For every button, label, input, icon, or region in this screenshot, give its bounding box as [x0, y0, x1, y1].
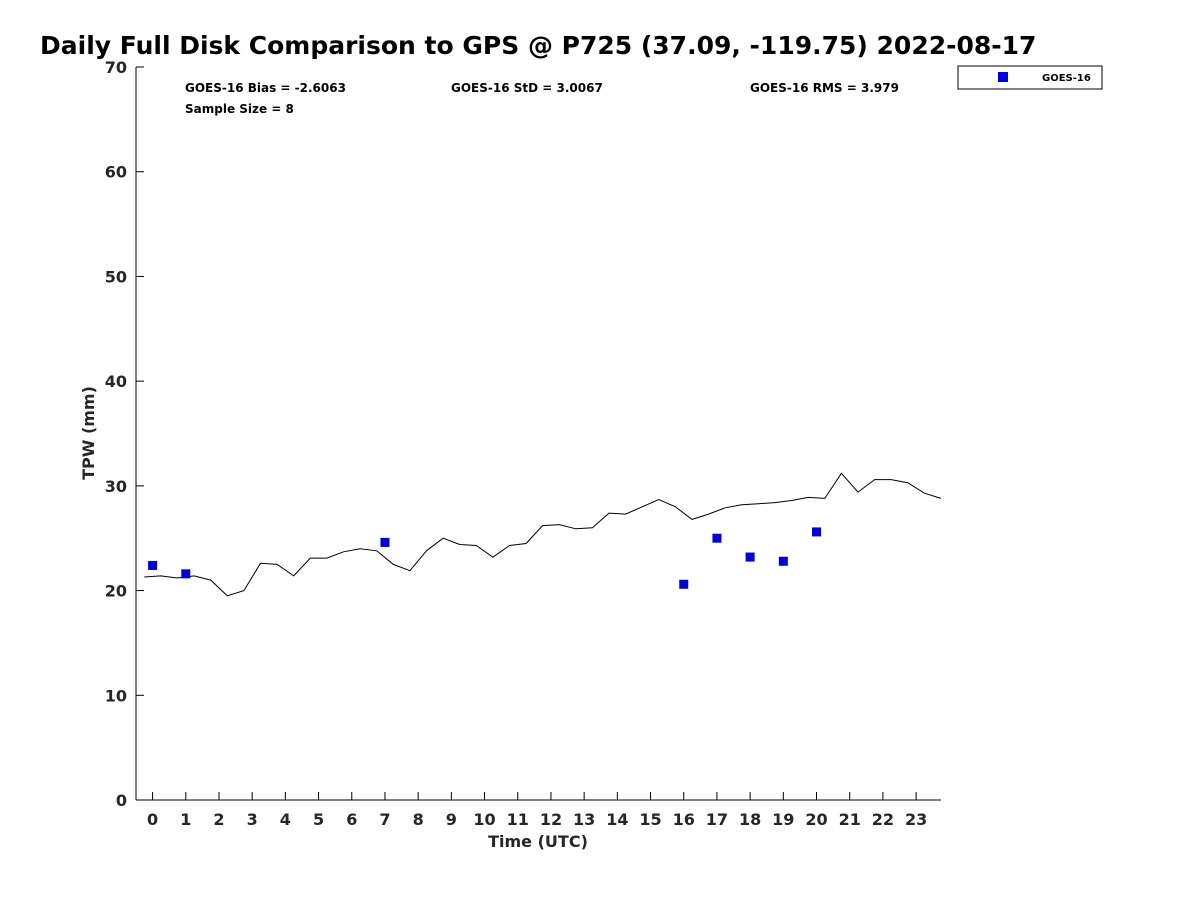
x-tick-label: 20 [805, 810, 827, 829]
x-axis-label: Time (UTC) [488, 832, 588, 851]
legend-marker [998, 72, 1008, 82]
y-tick-label: 50 [105, 267, 127, 286]
y-tick-label: 0 [116, 791, 127, 810]
legend-box [957, 65, 1103, 90]
gps-line [144, 472, 942, 597]
x-tick-label: 0 [147, 810, 158, 829]
x-tick-label: 10 [473, 810, 495, 829]
sample-size-stat: Sample Size = 8 [185, 102, 294, 116]
x-tick-label: 6 [346, 810, 357, 829]
x-tick-label: 18 [739, 810, 761, 829]
x-tick-label: 14 [606, 810, 628, 829]
goes16-point [778, 556, 788, 566]
x-tick-label: 4 [280, 810, 291, 829]
goes16-point [380, 537, 390, 547]
bias-stat: GOES-16 Bias = -2.6063 [185, 81, 346, 95]
x-tick-label: 22 [872, 810, 894, 829]
x-tick-label: 15 [639, 810, 661, 829]
x-tick-label: 13 [573, 810, 595, 829]
legend: GOES-16 [957, 65, 1103, 90]
x-tick-label: 17 [706, 810, 728, 829]
x-tick-label: 12 [540, 810, 562, 829]
goes16-point [712, 533, 722, 543]
x-tick-label: 16 [673, 810, 695, 829]
x-tick-label: 9 [446, 810, 457, 829]
y-tick-label: 40 [105, 372, 127, 391]
goes16-point [812, 527, 822, 537]
y-tick-label: 20 [105, 582, 127, 601]
x-tick-label: 11 [507, 810, 529, 829]
x-tick-label: 3 [247, 810, 258, 829]
y-tick-label: 10 [105, 686, 127, 705]
goes16-point [148, 560, 158, 570]
x-tick-label: 5 [313, 810, 324, 829]
y-axis-label: TPW (mm) [79, 386, 98, 480]
goes16-point [181, 569, 191, 579]
x-tick-label: 2 [213, 810, 224, 829]
legend-label-goes16: GOES-16 [1042, 73, 1091, 84]
goes16-point [745, 552, 755, 562]
x-tick-label: 23 [905, 810, 927, 829]
std-stat: GOES-16 StD = 3.0067 [451, 81, 603, 95]
x-tick-label: 19 [772, 810, 794, 829]
x-tick-label: 1 [180, 810, 191, 829]
x-tick-label: 8 [413, 810, 424, 829]
chart-title: Daily Full Disk Comparison to GPS @ P725… [40, 31, 1036, 60]
y-tick-label: 70 [105, 58, 127, 77]
goes16-point [679, 579, 689, 589]
y-tick-label: 30 [105, 477, 127, 496]
y-tick-label: 60 [105, 163, 127, 182]
x-tick-label: 21 [839, 810, 861, 829]
rms-stat: GOES-16 RMS = 3.979 [750, 81, 899, 95]
x-tick-label: 7 [379, 810, 390, 829]
